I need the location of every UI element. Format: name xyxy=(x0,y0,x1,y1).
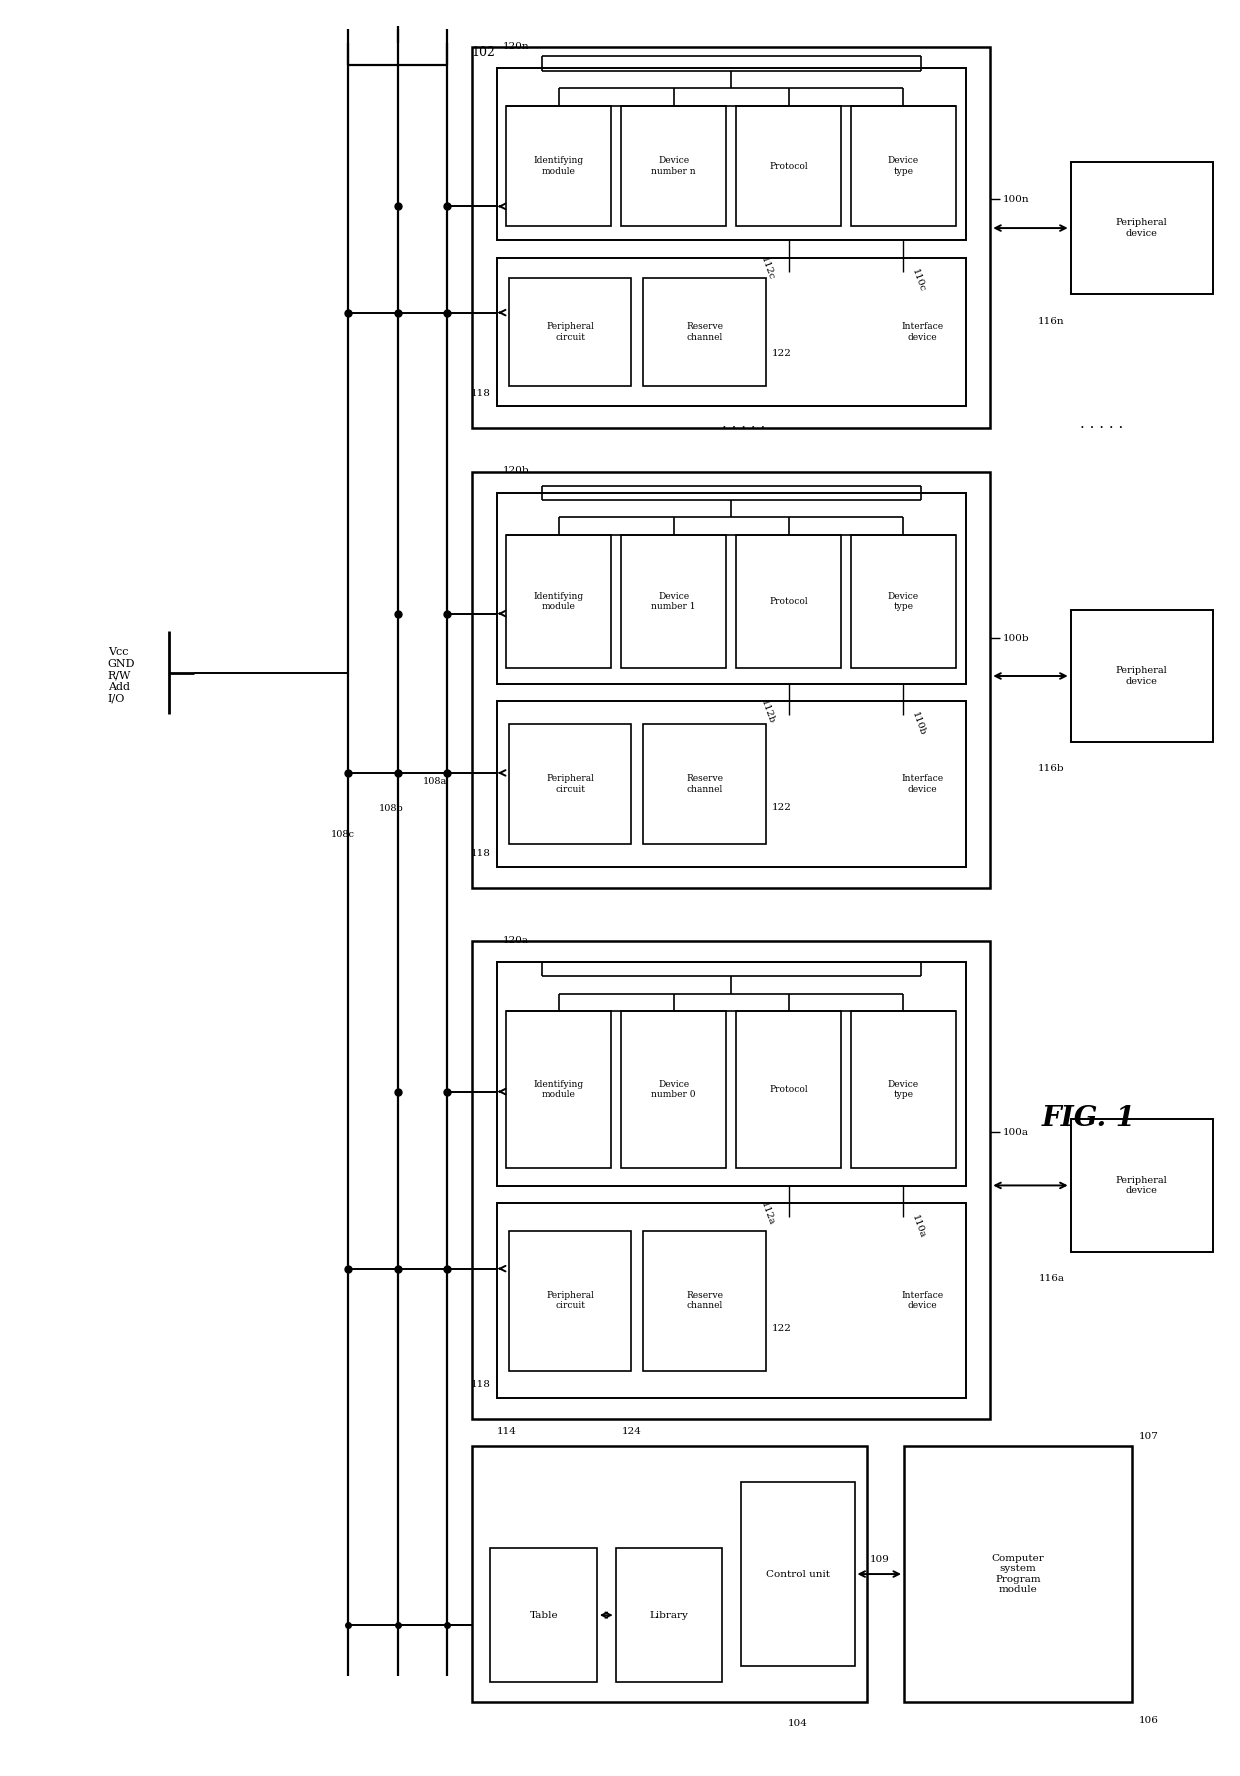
Text: 108b: 108b xyxy=(379,805,404,813)
Text: Peripheral
device: Peripheral device xyxy=(1116,666,1167,686)
Text: 110b: 110b xyxy=(909,710,926,737)
Bar xyxy=(472,1446,867,1703)
Text: Interface
device: Interface device xyxy=(901,1291,944,1311)
Text: 118: 118 xyxy=(470,849,490,858)
Text: 112c: 112c xyxy=(759,256,776,281)
Text: Identifying
module: Identifying module xyxy=(534,156,584,176)
Bar xyxy=(506,107,611,226)
Bar xyxy=(644,725,765,844)
Text: Reserve
channel: Reserve channel xyxy=(686,321,723,341)
Text: Peripheral
device: Peripheral device xyxy=(1116,1176,1167,1195)
Text: 120b: 120b xyxy=(502,467,529,476)
Bar xyxy=(508,725,631,844)
Text: Interface
device: Interface device xyxy=(901,321,944,341)
Text: 109: 109 xyxy=(869,1556,889,1565)
Text: Reserve
channel: Reserve channel xyxy=(686,774,723,794)
Bar xyxy=(496,494,966,684)
Bar xyxy=(508,279,631,385)
Bar xyxy=(644,1231,765,1371)
Text: Reserve
channel: Reserve channel xyxy=(686,1291,723,1311)
Bar xyxy=(904,1446,1132,1703)
Bar xyxy=(851,107,956,226)
Text: Table: Table xyxy=(529,1611,558,1620)
Bar xyxy=(621,1012,727,1169)
Bar xyxy=(496,67,966,240)
Bar xyxy=(508,1231,631,1371)
Bar xyxy=(621,107,727,226)
Text: 118: 118 xyxy=(470,389,490,398)
Text: 120a: 120a xyxy=(502,936,528,945)
Bar xyxy=(496,1204,966,1398)
Bar xyxy=(496,963,966,1186)
Text: Peripheral
circuit: Peripheral circuit xyxy=(546,1291,594,1311)
Text: 112b: 112b xyxy=(759,698,776,725)
Text: 100a: 100a xyxy=(1003,1128,1029,1137)
Bar xyxy=(737,535,841,668)
Bar xyxy=(496,258,966,407)
Bar xyxy=(1070,609,1213,742)
Text: Vcc
GND
R/W
Add
I/O: Vcc GND R/W Add I/O xyxy=(108,646,135,703)
Bar xyxy=(506,535,611,668)
Bar xyxy=(472,46,991,428)
Text: 110c: 110c xyxy=(909,268,926,293)
Text: Peripheral
circuit: Peripheral circuit xyxy=(546,321,594,341)
Text: 122: 122 xyxy=(771,348,791,359)
Text: FIG. 1: FIG. 1 xyxy=(1042,1105,1136,1131)
Bar xyxy=(615,1549,722,1682)
Text: 122: 122 xyxy=(771,803,791,812)
Text: 120n: 120n xyxy=(502,41,529,50)
Bar xyxy=(737,107,841,226)
Bar xyxy=(737,1012,841,1169)
Text: Device
number n: Device number n xyxy=(651,156,696,176)
Text: Interface
device: Interface device xyxy=(901,774,944,794)
Bar xyxy=(851,535,956,668)
Text: 108a: 108a xyxy=(423,778,448,787)
Bar xyxy=(644,279,765,385)
Bar xyxy=(621,535,727,668)
Text: . . . . .: . . . . . xyxy=(722,417,765,432)
Text: Device
type: Device type xyxy=(888,591,919,611)
Text: Computer
system
Program
module: Computer system Program module xyxy=(992,1554,1044,1595)
Text: Library: Library xyxy=(650,1611,688,1620)
Text: Device
number 1: Device number 1 xyxy=(651,591,696,611)
Text: 114: 114 xyxy=(496,1428,516,1437)
Text: Identifying
module: Identifying module xyxy=(534,1080,584,1099)
Text: 116b: 116b xyxy=(1038,764,1064,773)
Bar xyxy=(851,1012,956,1169)
Bar xyxy=(472,941,991,1419)
Text: 104: 104 xyxy=(787,1719,807,1728)
Text: 116n: 116n xyxy=(1038,316,1064,325)
Text: 118: 118 xyxy=(470,1380,490,1389)
Text: Peripheral
device: Peripheral device xyxy=(1116,218,1167,238)
Text: Protocol: Protocol xyxy=(769,597,807,606)
Text: Device
type: Device type xyxy=(888,156,919,176)
Text: 107: 107 xyxy=(1138,1431,1158,1442)
Bar xyxy=(496,702,966,867)
Text: Protocol: Protocol xyxy=(769,1085,807,1094)
Bar xyxy=(472,472,991,888)
Text: 122: 122 xyxy=(771,1325,791,1334)
Bar xyxy=(506,1012,611,1169)
Text: Control unit: Control unit xyxy=(765,1570,830,1579)
Text: Protocol: Protocol xyxy=(769,162,807,170)
Text: 102: 102 xyxy=(472,46,496,59)
Text: 110a: 110a xyxy=(909,1213,926,1240)
Bar xyxy=(1070,162,1213,295)
Text: 116a: 116a xyxy=(1038,1273,1064,1282)
Bar xyxy=(490,1549,596,1682)
Bar xyxy=(1070,1119,1213,1252)
Text: Identifying
module: Identifying module xyxy=(534,591,584,611)
Text: 112a: 112a xyxy=(759,1201,776,1227)
Text: . . . . .: . . . . . xyxy=(1080,417,1123,432)
Text: 108c: 108c xyxy=(331,831,355,840)
Text: 106: 106 xyxy=(1138,1716,1158,1724)
Bar xyxy=(740,1481,854,1666)
Text: 100n: 100n xyxy=(1003,195,1029,204)
Text: 124: 124 xyxy=(621,1428,641,1437)
Text: Peripheral
circuit: Peripheral circuit xyxy=(546,774,594,794)
Text: 100b: 100b xyxy=(1003,634,1029,643)
Text: Device
number 0: Device number 0 xyxy=(651,1080,696,1099)
Text: Device
type: Device type xyxy=(888,1080,919,1099)
